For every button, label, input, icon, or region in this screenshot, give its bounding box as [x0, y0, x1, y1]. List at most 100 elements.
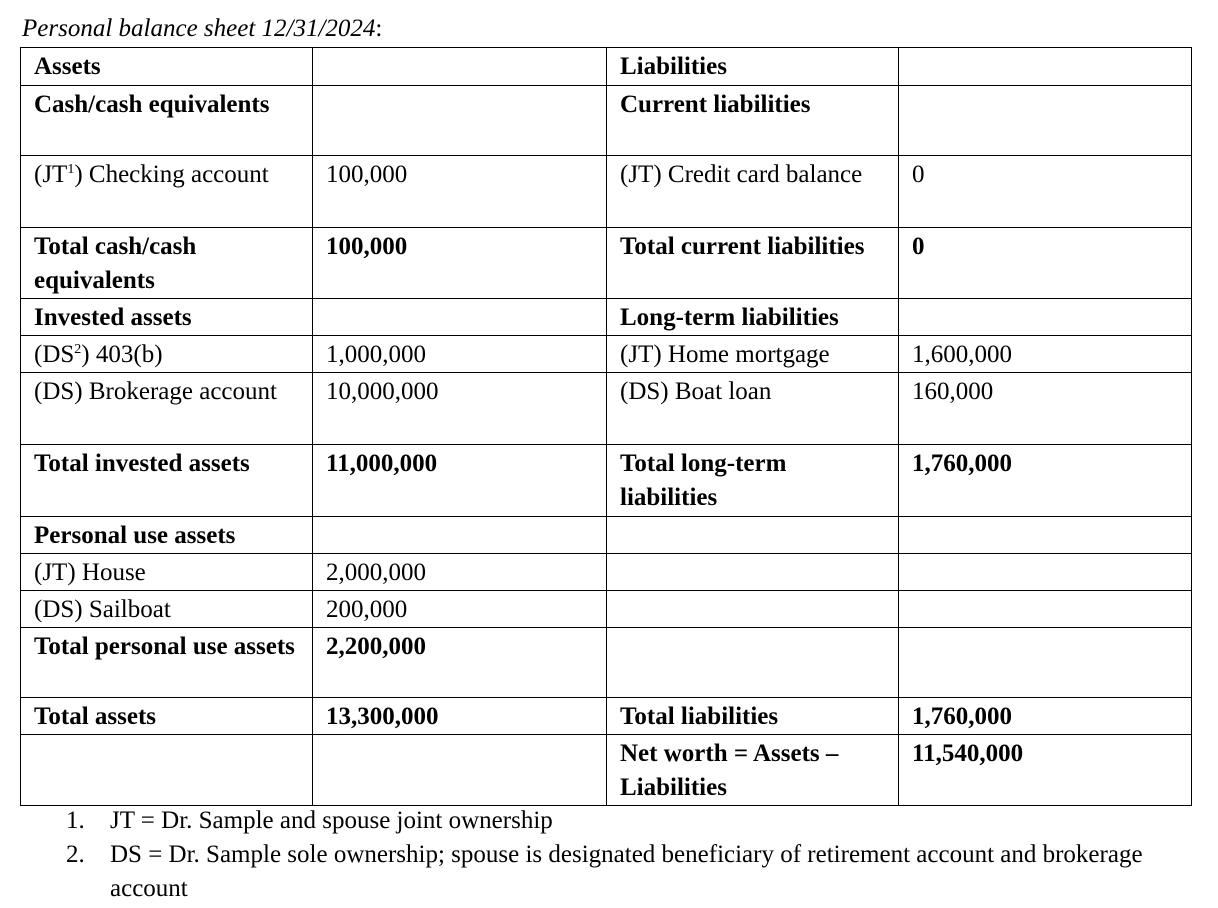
cell-text-after: ) Checking account: [74, 161, 269, 188]
cell-text: Long-term liabilities: [620, 304, 839, 331]
table-cell: Total cash/cash equivalents: [20, 227, 313, 299]
table-cell: 160,000: [898, 372, 1192, 445]
table-cell: 1,600,000: [898, 335, 1192, 373]
table-row: Net worth = Assets – Liabilities 11,540,0…: [20, 734, 1192, 806]
table-cell: [898, 298, 1192, 336]
table-row: Total cash/cash equivalents 100,000 Total …: [20, 227, 1192, 299]
table-cell: (DS) Brokerage account: [20, 372, 313, 445]
table-cell: (DS) Boat loan: [606, 372, 899, 445]
cell-text-after: ) 403(b): [81, 341, 163, 368]
table-cell: Total liabilities: [606, 697, 899, 735]
table-cell: [312, 734, 607, 806]
cell-text: Liabilities: [620, 53, 727, 80]
cell-text: 200,000: [326, 596, 408, 623]
cell-text: 1,760,000: [912, 703, 1012, 730]
table-cell: 1,760,000: [898, 444, 1192, 517]
cell-text: 100,000: [326, 161, 408, 188]
table-cell: 200,000: [312, 590, 607, 628]
table-cell: [898, 85, 1192, 156]
table-cell: [312, 85, 607, 156]
table-cell: [606, 590, 899, 628]
cell-text: Total personal use assets: [34, 633, 295, 660]
table-row: Assets Liabilities: [20, 47, 1192, 86]
table-cell: Long-term liabilities: [606, 298, 899, 336]
table-cell: Current liabilities: [606, 85, 899, 156]
cell-text: (JT: [34, 161, 68, 188]
cell-text: 1,600,000: [912, 341, 1012, 368]
cell-text: 2,000,000: [326, 559, 426, 586]
footnote-number: 2.: [66, 841, 85, 868]
cell-text: 100,000: [326, 233, 408, 260]
table-cell: Total assets: [20, 697, 313, 735]
table-cell: Total long-term liabilities: [606, 444, 899, 517]
table-cell: Total invested assets: [20, 444, 313, 517]
table-row: Total invested assets 11,000,000 Total lon…: [20, 444, 1192, 517]
table-cell: Net worth = Assets – Liabilities: [606, 734, 899, 806]
table-cell: Liabilities: [606, 47, 899, 86]
table-cell: Cash/cash equivalents: [20, 85, 313, 156]
footnote-number: 1.: [66, 807, 85, 834]
table-cell: (JT1) Checking account: [20, 155, 313, 228]
table-cell: [312, 516, 607, 554]
cell-text: (DS) Sailboat: [34, 596, 171, 623]
cell-text: Total assets: [34, 703, 157, 730]
cell-text: Invested assets: [34, 304, 192, 331]
cell-text: 11,000,000: [326, 450, 438, 477]
footnote-item: 2. DS = Dr. Sample sole ownership; spouse…: [66, 838, 1186, 906]
table-cell: 11,540,000: [898, 734, 1192, 806]
table-cell: 0: [898, 227, 1192, 299]
table-cell: 2,200,000: [312, 627, 607, 698]
cell-text: 1,000,000: [326, 341, 426, 368]
cell-text: (DS) Boat loan: [620, 378, 772, 405]
footnote-marker: 1: [67, 162, 75, 177]
table-row: Total assets 13,300,000 Total liabilities 1…: [20, 697, 1192, 735]
balance-sheet-table: Assets Liabilities Cash/cash equivalents Cu…: [20, 47, 1192, 806]
table-row: Cash/cash equivalents Current liabilities: [20, 85, 1192, 156]
cell-text: 160,000: [912, 378, 994, 405]
cell-text: Total cash/cash equivalents: [34, 233, 197, 294]
table-cell: Invested assets: [20, 298, 313, 336]
table-cell: [606, 553, 899, 591]
table-cell: 1,760,000: [898, 697, 1192, 735]
footnote-text: DS = Dr. Sample sole ownership; spouse i…: [110, 841, 1143, 902]
table-cell: [606, 627, 899, 698]
cell-text: (JT) Home mortgage: [620, 341, 830, 368]
table-cell: 100,000: [312, 227, 607, 299]
cell-text: 2,200,000: [326, 633, 426, 660]
table-cell: (JT) Credit card balance: [606, 155, 899, 228]
table-row: Personal use assets: [20, 516, 1192, 554]
cell-text: (JT) House: [34, 559, 146, 586]
table-cell: [898, 553, 1192, 591]
table-cell: Total personal use assets: [20, 627, 313, 698]
table-row: Invested assets Long-term liabilities: [20, 298, 1192, 336]
cell-text: 0: [912, 233, 925, 260]
table-cell: Personal use assets: [20, 516, 313, 554]
table-cell: 2,000,000: [312, 553, 607, 591]
table-cell: 13,300,000: [312, 697, 607, 735]
footnotes: 1. JT = Dr. Sample and spouse joint owner…: [66, 804, 1186, 906]
table-row: Total personal use assets 2,200,000: [20, 627, 1192, 698]
cell-text: Total liabilities: [620, 703, 779, 730]
table-cell: 1,000,000: [312, 335, 607, 373]
footnote-marker: 2: [74, 342, 82, 357]
cell-text: 11,540,000: [912, 740, 1024, 767]
cell-text: Current liabilities: [620, 91, 811, 118]
cell-text: (DS) Brokerage account: [34, 378, 277, 405]
table-row: (DS) Sailboat 200,000: [20, 590, 1192, 628]
cell-text: (JT) Credit card balance: [620, 161, 863, 188]
table-cell: (JT) Home mortgage: [606, 335, 899, 373]
cell-text: 10,000,000: [326, 378, 439, 405]
table-cell: (DS) Sailboat: [20, 590, 313, 628]
cell-text: 13,300,000: [326, 703, 439, 730]
cell-text: Net worth = Assets – Liabilities: [620, 740, 839, 801]
table-cell: Total current liabilities: [606, 227, 899, 299]
cell-text: Assets: [34, 53, 101, 80]
table-cell: [898, 516, 1192, 554]
table-cell: 10,000,000: [312, 372, 607, 445]
cell-text: (DS: [34, 341, 75, 368]
cell-text: Total current liabilities: [620, 233, 865, 260]
table-row: (DS2) 403(b) 1,000,000 (JT) Home mortgage 1…: [20, 335, 1192, 373]
table-cell: [312, 298, 607, 336]
cell-text: Personal use assets: [34, 522, 236, 549]
table-cell: 11,000,000: [312, 444, 607, 517]
